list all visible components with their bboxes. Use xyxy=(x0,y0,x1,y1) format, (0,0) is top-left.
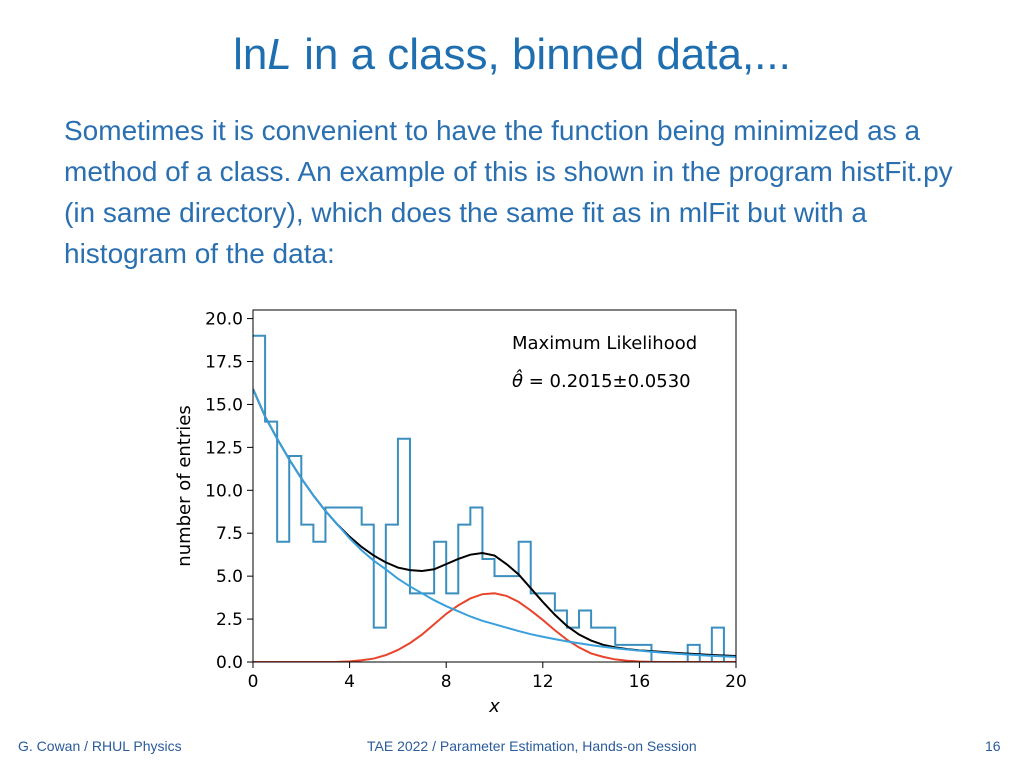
y-tick-label: 15.0 xyxy=(205,395,243,415)
x-axis-ticks: 0 4 8 12 16 20 xyxy=(248,662,747,692)
y-tick-label: 2.5 xyxy=(216,610,243,630)
x-tick-label: 12 xyxy=(532,672,554,692)
theta-hat-symbol: θ̂ xyxy=(512,369,523,392)
background-curve xyxy=(253,388,736,658)
x-tick-label: 20 xyxy=(725,672,747,692)
x-tick-label: 0 xyxy=(248,672,259,692)
footer-session: TAE 2022 / Parameter Estimation, Hands-o… xyxy=(367,738,697,754)
title-rest: in a class, binned data,... xyxy=(291,30,791,79)
annotation-title: Maximum Likelihood xyxy=(512,333,697,354)
slide-title: lnL in a class, binned data,... xyxy=(0,30,1024,80)
footer-author: G. Cowan / RHUL Physics xyxy=(18,738,182,754)
y-tick-label: 7.5 xyxy=(216,524,243,544)
title-prefix: ln xyxy=(233,30,268,79)
y-axis-label: number of entries xyxy=(174,405,195,566)
y-tick-label: 0.0 xyxy=(216,653,243,673)
y-tick-label: 17.5 xyxy=(205,353,243,373)
x-tick-label: 16 xyxy=(629,672,651,692)
y-tick-label: 10.0 xyxy=(205,481,243,501)
annotation-value: θ̂ = 0.2015±0.0530 xyxy=(512,369,691,392)
histogram-steps xyxy=(253,334,736,662)
slide-body-text: Sometimes it is convenient to have the f… xyxy=(64,115,953,269)
x-tick-label: 4 xyxy=(344,672,355,692)
y-tick-label: 5.0 xyxy=(216,567,243,587)
y-tick-label: 20.0 xyxy=(205,310,243,330)
histogram-chart: 0 4 8 12 16 20 0.0 2.5 5.0 7.5 10.0 12.5 15.0 17.5 20… xyxy=(174,309,747,717)
y-axis-ticks: 0.0 2.5 5.0 7.5 10.0 12.5 15.0 17.5 20.0 xyxy=(205,310,253,673)
title-italic: L xyxy=(267,30,292,79)
x-tick-label: 8 xyxy=(441,672,452,692)
annotation-number: 0.2015±0.0530 xyxy=(550,371,691,392)
annotation-equals: = xyxy=(523,371,550,392)
plot-frame xyxy=(252,309,737,663)
x-axis-label: x xyxy=(488,696,500,717)
page-number: 16 xyxy=(985,738,1001,754)
y-tick-label: 12.5 xyxy=(205,438,243,458)
